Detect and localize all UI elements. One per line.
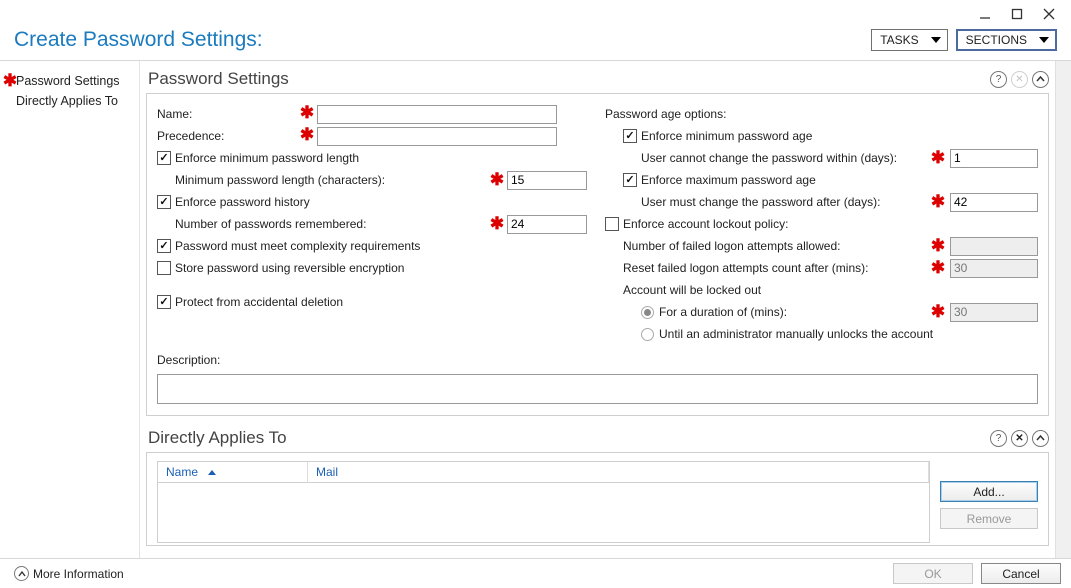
failed-attempts-label: Number of failed logon attempts allowed: xyxy=(623,239,932,253)
help-button[interactable]: ? xyxy=(990,71,1007,88)
until-admin-radio xyxy=(641,328,654,341)
required-asterisk-icon: ✱ xyxy=(491,174,503,186)
applies-list-body[interactable] xyxy=(157,483,930,543)
required-asterisk-icon: ✱ xyxy=(932,152,944,164)
close-button[interactable] xyxy=(1033,4,1065,24)
required-asterisk-icon: ✱ xyxy=(932,306,944,318)
sections-dropdown[interactable]: SECTIONS xyxy=(956,29,1057,51)
footer: More Information OK Cancel xyxy=(0,558,1071,588)
protect-checkbox[interactable] xyxy=(157,295,171,309)
applies-list: Name Mail xyxy=(157,461,930,543)
enforce-minage-label: Enforce minimum password age xyxy=(641,129,812,143)
name-label: Name: xyxy=(157,107,287,121)
collapse-button[interactable] xyxy=(1032,71,1049,88)
complexity-checkbox[interactable] xyxy=(157,239,171,253)
enforce-minage-checkbox[interactable] xyxy=(623,129,637,143)
content-area: Password Settings ? ✕ Name: ✱ xyxy=(140,61,1071,558)
remove-button: Remove xyxy=(940,508,1038,529)
minlen-input[interactable] xyxy=(507,171,587,190)
locked-label: Account will be locked out xyxy=(623,283,761,297)
spacer xyxy=(4,95,16,107)
chevron-down-icon xyxy=(1039,37,1049,43)
add-button[interactable]: Add... xyxy=(940,481,1038,502)
nav-item-password-settings[interactable]: ✱ Password Settings xyxy=(0,71,139,91)
tasks-dropdown[interactable]: TASKS xyxy=(871,29,947,51)
title-bar xyxy=(0,0,1071,28)
delete-section-button[interactable]: ✕ xyxy=(1011,430,1028,447)
reversible-checkbox[interactable] xyxy=(157,261,171,275)
required-asterisk-icon: ✱ xyxy=(932,262,944,274)
header-row: Create Password Settings: TASKS SECTIONS xyxy=(0,28,1071,61)
lockout-checkbox[interactable] xyxy=(605,217,619,231)
minage-input[interactable] xyxy=(950,149,1038,168)
description-textarea[interactable] xyxy=(157,374,1038,404)
minage-hint-label: User cannot change the password within (… xyxy=(641,151,932,165)
precedence-input[interactable] xyxy=(317,127,557,146)
required-asterisk-icon: ✱ xyxy=(4,75,16,87)
reversible-label: Store password using reversible encrypti… xyxy=(175,261,404,275)
column-header-name[interactable]: Name xyxy=(158,462,308,483)
collapse-button[interactable] xyxy=(1032,430,1049,447)
help-button[interactable]: ? xyxy=(990,430,1007,447)
maxage-input[interactable] xyxy=(950,193,1038,212)
required-asterisk-icon: ✱ xyxy=(301,129,313,141)
complexity-label: Password must meet complexity requiremen… xyxy=(175,239,420,253)
lockout-label: Enforce account lockout policy: xyxy=(623,217,788,231)
nav-item-label: Password Settings xyxy=(16,74,120,88)
page-title: Create Password Settings: xyxy=(14,28,863,52)
history-input[interactable] xyxy=(507,215,587,234)
expand-info-button[interactable] xyxy=(14,566,29,581)
reset-label: Reset failed logon attempts count after … xyxy=(623,261,932,275)
duration-label: For a duration of (mins): xyxy=(659,305,932,319)
scrollbar[interactable] xyxy=(1055,61,1071,558)
age-options-label: Password age options: xyxy=(605,107,726,121)
chevron-down-icon xyxy=(931,37,941,43)
duration-radio xyxy=(641,306,654,319)
section-directly-applies-to: Directly Applies To ? ✕ Name xyxy=(146,426,1049,546)
duration-input xyxy=(950,303,1038,322)
enforce-maxage-checkbox[interactable] xyxy=(623,173,637,187)
sections-label: SECTIONS xyxy=(966,33,1027,47)
until-admin-label: Until an administrator manually unlocks … xyxy=(659,327,933,341)
enforce-history-label: Enforce password history xyxy=(175,195,310,209)
column-header-mail[interactable]: Mail xyxy=(308,462,929,483)
section-title: Directly Applies To xyxy=(148,428,986,448)
minimize-button[interactable] xyxy=(969,4,1001,24)
enforce-minlen-checkbox[interactable] xyxy=(157,151,171,165)
required-asterisk-icon: ✱ xyxy=(932,196,944,208)
failed-attempts-input xyxy=(950,237,1038,256)
ok-button: OK xyxy=(893,563,973,584)
name-input[interactable] xyxy=(317,105,557,124)
required-asterisk-icon: ✱ xyxy=(491,218,503,230)
required-asterisk-icon: ✱ xyxy=(932,240,944,252)
protect-label: Protect from accidental deletion xyxy=(175,295,343,309)
nav-sidebar: ✱ Password Settings Directly Applies To xyxy=(0,61,140,558)
nav-item-directly-applies-to[interactable]: Directly Applies To xyxy=(0,91,139,111)
enforce-history-checkbox[interactable] xyxy=(157,195,171,209)
description-label: Description: xyxy=(157,353,220,367)
enforce-maxage-label: Enforce maximum password age xyxy=(641,173,816,187)
sort-asc-icon xyxy=(208,470,216,475)
history-label: Number of passwords remembered: xyxy=(175,217,491,231)
minlen-label: Minimum password length (characters): xyxy=(175,173,491,187)
more-info-label[interactable]: More Information xyxy=(33,567,124,581)
cancel-button[interactable]: Cancel xyxy=(981,563,1061,584)
enforce-minlen-label: Enforce minimum password length xyxy=(175,151,359,165)
precedence-label: Precedence: xyxy=(157,129,287,143)
delete-section-button: ✕ xyxy=(1011,71,1028,88)
tasks-label: TASKS xyxy=(880,33,918,47)
section-title: Password Settings xyxy=(148,69,986,89)
reset-input xyxy=(950,259,1038,278)
maximize-button[interactable] xyxy=(1001,4,1033,24)
nav-item-label: Directly Applies To xyxy=(16,94,118,108)
section-password-settings: Password Settings ? ✕ Name: ✱ xyxy=(146,67,1049,416)
required-asterisk-icon: ✱ xyxy=(301,107,313,119)
maxage-hint-label: User must change the password after (day… xyxy=(641,195,932,209)
